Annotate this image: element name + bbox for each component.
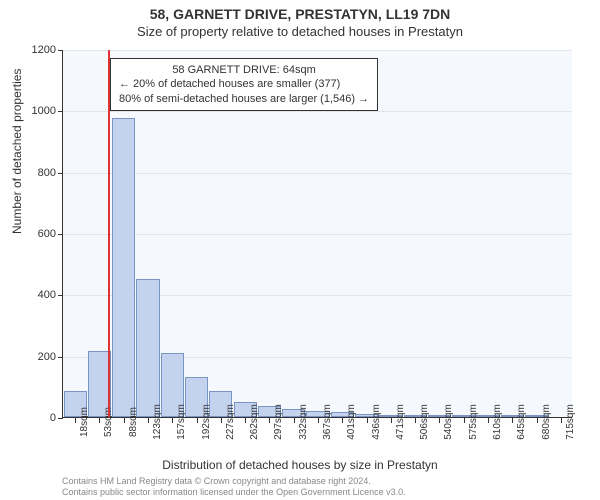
ytick-mark	[58, 418, 63, 419]
xtick-label: 680sqm	[541, 404, 552, 440]
xtick-label: 715sqm	[565, 404, 576, 440]
ytick-mark	[58, 111, 63, 112]
ytick-mark	[58, 234, 63, 235]
annotation-box: 58 GARNETT DRIVE: 64sqm ← 20% of detache…	[110, 58, 378, 111]
xtick-mark	[512, 418, 513, 423]
xtick-mark	[294, 418, 295, 423]
xtick-label: 367sqm	[322, 404, 333, 440]
xtick-label: 645sqm	[516, 404, 527, 440]
xtick-label: 401sqm	[346, 404, 357, 440]
xtick-label: 471sqm	[395, 404, 406, 440]
histogram-bar	[136, 279, 159, 417]
xtick-mark	[99, 418, 100, 423]
xtick-mark	[342, 418, 343, 423]
xtick-mark	[537, 418, 538, 423]
xtick-mark	[124, 418, 125, 423]
footer-line2: Contains public sector information licen…	[62, 487, 406, 498]
xtick-label: 436sqm	[371, 404, 382, 440]
xtick-label: 610sqm	[492, 404, 503, 440]
ytick-label: 600	[16, 228, 56, 240]
ytick-label: 200	[16, 351, 56, 363]
xtick-mark	[221, 418, 222, 423]
ytick-label: 1000	[16, 105, 56, 117]
ytick-label: 800	[16, 167, 56, 179]
annotation-line1: 58 GARNETT DRIVE: 64sqm	[119, 63, 369, 77]
xtick-label: 332sqm	[298, 404, 309, 440]
xtick-label: 540sqm	[443, 404, 454, 440]
xtick-label: 575sqm	[468, 404, 479, 440]
gridline	[63, 50, 572, 51]
xtick-mark	[245, 418, 246, 423]
xtick-mark	[197, 418, 198, 423]
ytick-mark	[58, 295, 63, 296]
title-address: 58, GARNETT DRIVE, PRESTATYN, LL19 7DN	[0, 0, 600, 22]
gridline	[63, 111, 572, 112]
title-subtitle: Size of property relative to detached ho…	[0, 22, 600, 43]
xtick-mark	[269, 418, 270, 423]
xtick-mark	[318, 418, 319, 423]
chart-area: 02004006008001000120018sqm53sqm88sqm123s…	[62, 50, 572, 418]
ytick-mark	[58, 357, 63, 358]
xtick-mark	[464, 418, 465, 423]
xtick-mark	[488, 418, 489, 423]
gridline	[63, 173, 572, 174]
xtick-mark	[75, 418, 76, 423]
ytick-mark	[58, 173, 63, 174]
histogram-bar	[112, 118, 135, 417]
xtick-mark	[391, 418, 392, 423]
ytick-label: 1200	[16, 44, 56, 56]
ytick-label: 0	[16, 412, 56, 424]
xtick-mark	[415, 418, 416, 423]
xtick-mark	[172, 418, 173, 423]
xtick-mark	[148, 418, 149, 423]
xtick-mark	[367, 418, 368, 423]
y-axis-label: Number of detached properties	[10, 69, 24, 234]
gridline	[63, 234, 572, 235]
annotation-line3: 80% of semi-detached houses are larger (…	[119, 92, 369, 106]
ytick-label: 400	[16, 289, 56, 301]
xtick-mark	[561, 418, 562, 423]
annotation-line2: ← 20% of detached houses are smaller (37…	[119, 77, 369, 91]
ytick-mark	[58, 50, 63, 51]
footer-attribution: Contains HM Land Registry data © Crown c…	[62, 476, 406, 498]
x-axis-label: Distribution of detached houses by size …	[0, 458, 600, 472]
footer-line1: Contains HM Land Registry data © Crown c…	[62, 476, 406, 487]
xtick-mark	[439, 418, 440, 423]
xtick-label: 506sqm	[419, 404, 430, 440]
